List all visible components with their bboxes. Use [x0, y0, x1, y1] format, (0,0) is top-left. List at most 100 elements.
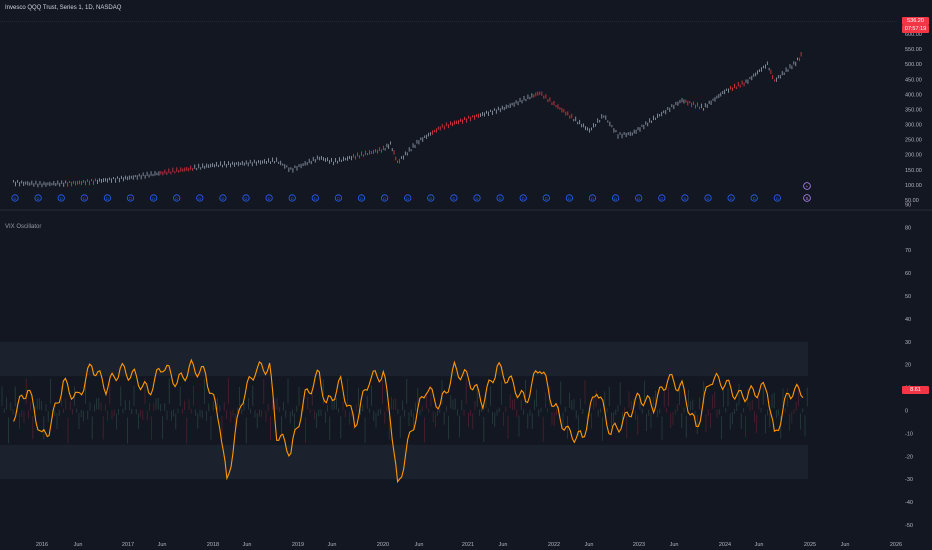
time-tick-label: Jun [328, 542, 337, 548]
time-tick-label: Jun [243, 542, 252, 548]
special-marker: S [803, 194, 811, 202]
dividend-marker-circle [34, 194, 42, 202]
dividend-marker-label: D [476, 196, 479, 201]
time-tick-label: 2026 [890, 542, 902, 548]
dividend-marker-circle [57, 194, 65, 202]
symbol-title[interactable]: Invesco QQQ Trust, Series 1, 1D, NASDAQ [5, 5, 122, 11]
time-tick-label: Jun [670, 542, 679, 548]
oscillator-tick-label: -10 [905, 431, 913, 437]
price-tick-label: 450.00 [905, 77, 922, 83]
dividend-marker-circle [150, 194, 158, 202]
dividend-marker-label: D [106, 196, 109, 201]
time-tick-label: 2017 [122, 542, 134, 548]
dividend-marker-circle [773, 194, 781, 202]
event-markers[interactable]: D D D D D D D D D D D D D D D D D D D D D D D D D D D D D D D D D D + S [11, 182, 811, 202]
time-tick-label: 2022 [548, 542, 560, 548]
price-tick-label: 400.00 [905, 92, 922, 98]
time-tick-label: 2020 [377, 542, 389, 548]
dividend-marker-label: D [406, 196, 409, 201]
price-tick-label: 50.00 [905, 198, 919, 204]
dividend-marker-label: D [707, 196, 710, 201]
oscillator-tick-label: 40 [905, 317, 911, 323]
time-axis[interactable]: 2016 Jun 2017 Jun 2018 Jun 2019 Jun 2020 Jun 2021 J… [36, 542, 902, 548]
oscillator-tick-label: -40 [905, 500, 913, 506]
oscillator-series[interactable] [13, 358, 804, 484]
dividend-marker-label: D [683, 196, 686, 201]
dividend-marker-label: D [776, 196, 779, 201]
oscillator-scale[interactable]: 9080706050403020100-10-20-30-40-50 [905, 202, 913, 529]
dividend-marker-circle [126, 194, 135, 202]
special-marker: + [803, 182, 811, 190]
dividend-marker-label: D [337, 196, 340, 201]
dividend-marker-label: D [591, 196, 594, 201]
dividend-marker-label: D [660, 196, 663, 201]
price-tick-label: 250.00 [905, 138, 922, 144]
price-series[interactable] [13, 52, 802, 188]
dividend-marker: D [519, 194, 527, 202]
dividend-marker-circle [288, 194, 296, 202]
dividend-marker-label: D [175, 196, 178, 201]
dividend-marker: D [34, 194, 42, 202]
dividend-marker: D [334, 194, 342, 202]
dividend-marker-circle [11, 194, 19, 202]
dividend-marker-label: D [360, 196, 363, 201]
dividend-marker-circle [473, 194, 481, 202]
oscillator-tick-label: 0 [905, 409, 908, 415]
dividend-marker: D [57, 194, 65, 202]
dividend-marker-label: D [568, 196, 571, 201]
dividend-marker: D [611, 194, 620, 202]
dividend-marker-label: D [245, 196, 248, 201]
dividend-marker-circle [196, 194, 204, 202]
dividend-marker-circle [311, 194, 319, 202]
dividend-marker: D [635, 194, 643, 202]
oscillator-tick-label: 20 [905, 363, 911, 369]
dividend-marker: D [681, 194, 689, 202]
dividend-marker-circle [496, 194, 504, 202]
dividend-marker-circle [173, 194, 181, 202]
dividend-marker: D [11, 194, 19, 202]
dividend-marker: D [473, 194, 481, 202]
dividend-marker-label: D [83, 196, 86, 201]
time-tick-label: Jun [415, 542, 424, 548]
price-tick-label: 150.00 [905, 168, 922, 174]
dividend-marker: D [196, 194, 204, 202]
dividend-marker-circle [334, 194, 342, 202]
countdown-tag: 07:57:19 [902, 25, 929, 33]
oscillator-title[interactable]: VIX Oscillator [5, 224, 42, 230]
oscillator-tick-label: -20 [905, 454, 913, 460]
dividend-marker-label: D [753, 196, 756, 201]
dividend-marker-circle [427, 194, 435, 202]
oscillator-tick-label: 30 [905, 340, 911, 346]
dividend-marker-label: D [314, 196, 317, 201]
price-tick-label: 600.00 [905, 32, 922, 38]
dividend-marker-label: D [637, 196, 640, 201]
dividend-marker: D [380, 194, 389, 202]
time-tick-label: 2021 [462, 542, 474, 548]
dividend-marker: D [542, 194, 550, 202]
time-tick-label: 2024 [719, 542, 731, 548]
dividend-marker: D [357, 194, 366, 202]
dividend-marker: D [265, 194, 273, 202]
dividend-marker-label: D [522, 196, 525, 201]
dividend-marker: D [126, 194, 135, 202]
dividend-marker: D [150, 194, 158, 202]
special-marker-label: S [805, 196, 808, 201]
dividend-marker-label: D [383, 196, 386, 201]
dividend-marker-label: D [291, 196, 294, 201]
price-tick-label: 200.00 [905, 153, 922, 159]
dividend-marker-circle [542, 194, 550, 202]
price-scale[interactable]: 600.00 550.00 500.00 450.00 400.00 350.00 300.… [905, 32, 922, 204]
dividend-marker-circle [611, 194, 620, 202]
oscillator-tick-label: 70 [905, 248, 911, 254]
dividend-marker: D [727, 194, 735, 202]
price-tick-label: 350.00 [905, 107, 922, 113]
dividend-marker: D [219, 194, 227, 202]
dividend-marker-label: D [499, 196, 502, 201]
dividend-marker-circle [103, 194, 112, 202]
dividend-marker-circle [635, 194, 643, 202]
dividend-marker: D [750, 194, 758, 202]
dividend-marker: D [242, 194, 250, 202]
dividend-marker-circle [80, 194, 88, 202]
price-tick-label: 100.00 [905, 183, 922, 189]
